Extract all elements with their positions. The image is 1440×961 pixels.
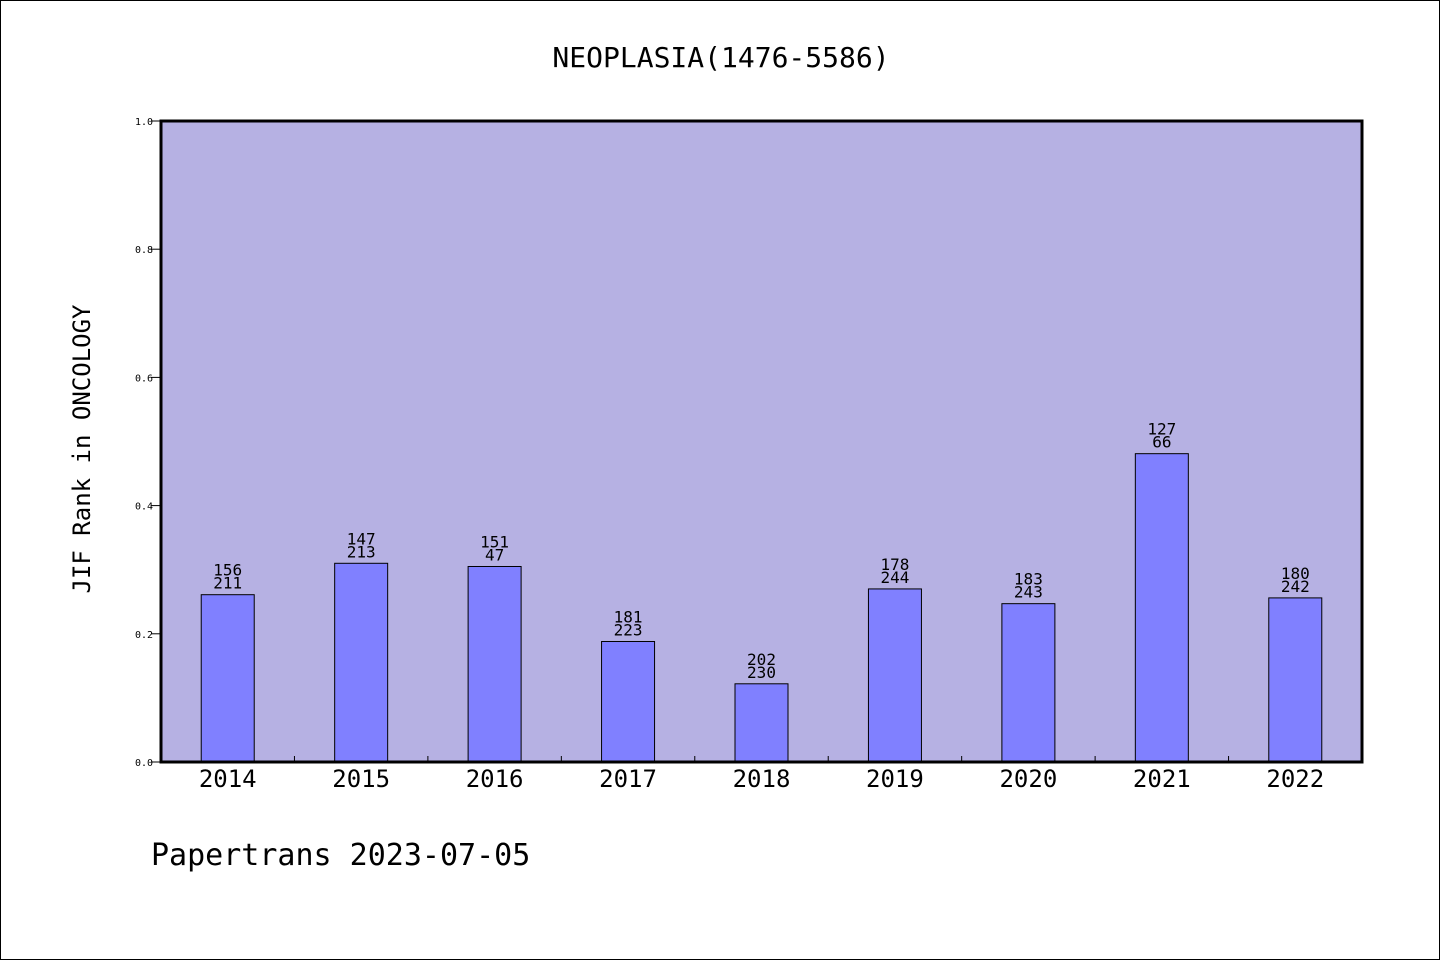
bar-label-top: 202 xyxy=(747,650,776,669)
x-tick-label: 2020 xyxy=(999,765,1057,793)
bar-2020 xyxy=(1001,603,1056,763)
x-tick-label: 2014 xyxy=(199,765,257,793)
y-axis-label: JIF Rank in ONCOLOGY xyxy=(68,304,96,594)
x-tick-label: 2021 xyxy=(1133,765,1191,793)
footer-watermark: Papertrans 2023-07-05 xyxy=(151,838,530,873)
y-tick-label: 0.6 xyxy=(135,373,153,384)
bar-label-bottom: 223 xyxy=(614,620,643,639)
bar-label-bottom: 66 xyxy=(1152,433,1171,452)
bar-2017 xyxy=(601,640,656,763)
bars-group xyxy=(200,453,1323,763)
y-tick-label: 0.4 xyxy=(135,502,153,513)
bar-2015 xyxy=(334,562,389,763)
bar-label-top: 127 xyxy=(1147,420,1176,439)
x-tick-label: 2017 xyxy=(599,765,657,793)
y-tick-label: 0.2 xyxy=(135,630,153,641)
bar-label-top: 181 xyxy=(614,607,643,626)
bar-label-top: 156 xyxy=(213,561,242,580)
bar-label-top: 180 xyxy=(1281,564,1310,583)
bar-label-bottom: 243 xyxy=(1014,583,1043,602)
plot-border xyxy=(159,119,1364,764)
bar-label-top: 151 xyxy=(480,532,509,551)
bar-label-bottom: 244 xyxy=(880,568,909,587)
bar-2019 xyxy=(867,588,922,763)
bar-label-bottom: 230 xyxy=(747,663,776,682)
bar-label-bottom: 47 xyxy=(485,545,504,564)
x-axis-ticks: 2014 2015 2016 2017 2018 2019 2020 2021 2022 xyxy=(199,756,1324,793)
y-tick-label: 1.0 xyxy=(135,117,153,128)
x-tick-label: 2019 xyxy=(866,765,924,793)
x-tick-label: 2022 xyxy=(1266,765,1324,793)
chart-title: NEOPLASIA(1476-5586) xyxy=(552,41,889,74)
x-tick-label: 2016 xyxy=(466,765,524,793)
bar-2022 xyxy=(1268,597,1323,763)
bar-2018 xyxy=(734,683,789,763)
bar-label-top: 178 xyxy=(880,555,909,574)
x-tick-label: 2018 xyxy=(733,765,791,793)
x-tick-label: 2015 xyxy=(332,765,390,793)
bar-2014 xyxy=(200,594,255,763)
bar-2021 xyxy=(1134,453,1189,763)
bar-label-bottom: 213 xyxy=(347,542,376,561)
bar-label-top: 147 xyxy=(347,529,376,548)
bar-label-bottom: 242 xyxy=(1281,577,1310,596)
y-tick-label: 0.0 xyxy=(135,758,153,769)
bar-label-top: 183 xyxy=(1014,570,1043,589)
bar-label-bottom: 211 xyxy=(213,574,242,593)
y-tick-label: 0.8 xyxy=(135,245,153,256)
y-axis-ticks: 0.0 0.2 0.4 0.6 0.8 1.0 xyxy=(135,117,161,769)
bar-2016 xyxy=(467,565,522,763)
